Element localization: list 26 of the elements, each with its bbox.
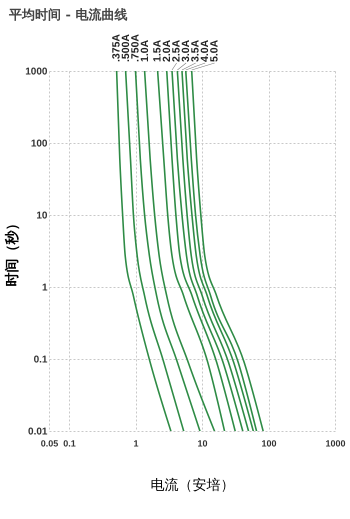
y-tick-label: 1000 [25,66,48,78]
y-axis-title: 时间（秒） [4,216,20,286]
text: 3.0A [180,39,192,62]
y-tick-label: 0.01 [28,426,48,438]
x-axis-title: 电流（安培） [150,478,234,494]
text: .750A [130,34,142,62]
x-tick-label: 100 [261,438,277,448]
text: 1.5A [152,39,164,62]
x-tick-label: 0.05 [40,438,58,448]
text: .375A [110,34,123,62]
text: 5.0A [208,39,221,62]
text: 3.5A [190,39,202,62]
y-tick-label: 0.1 [34,354,48,366]
y-tick-label: 10 [36,210,48,222]
text: .500A [120,34,132,62]
x-tick-label: 1 [134,438,139,448]
x-tick-label: 0.1 [63,438,76,448]
y-tick-label: 100 [30,138,48,150]
text: 4.0A [199,39,212,62]
x-tick-label: 10 [198,438,208,448]
chart-title: 平均时间 - 电流曲线 [8,6,128,23]
x-tick-label: 1000 [325,438,346,448]
text: 2.0A [161,39,174,62]
y-tick-label: 1 [42,282,48,294]
text: 2.5A [170,39,183,62]
text: 1.0A [139,39,152,62]
